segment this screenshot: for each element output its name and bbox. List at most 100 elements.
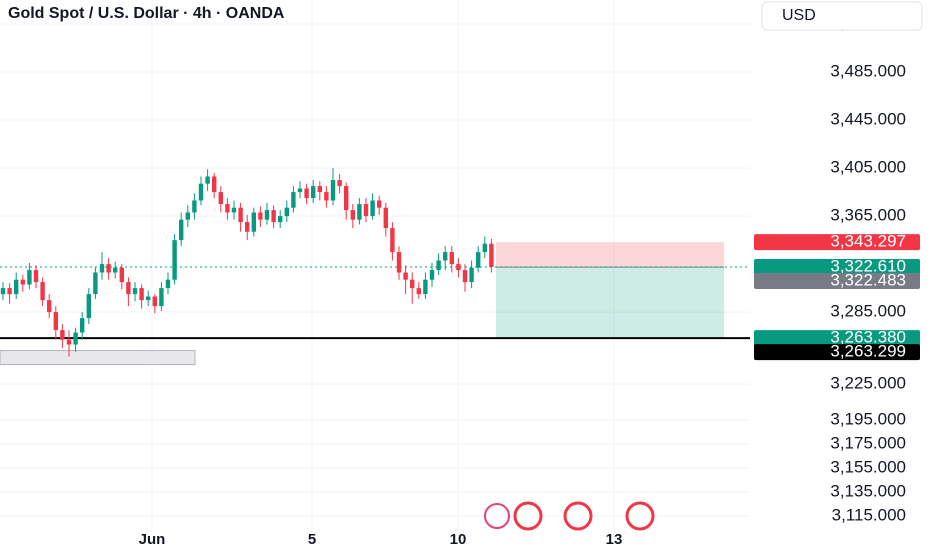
candle-body	[40, 282, 45, 301]
event-icon[interactable]	[563, 501, 593, 531]
y-tick-label: 3,285.000	[830, 302, 906, 321]
y-tick-label: 3,485.000	[830, 62, 906, 81]
candle-body	[278, 216, 283, 223]
candle-body	[185, 212, 190, 220]
price-label-box	[754, 330, 920, 347]
y-tick-label: 3,135.000	[830, 482, 906, 501]
price-label-box	[754, 258, 920, 275]
candle-body	[443, 252, 448, 261]
y-tick-label: 3,445.000	[830, 110, 906, 129]
candle-body	[403, 272, 408, 280]
price-label: 3,343.297	[830, 232, 906, 251]
candle-body	[245, 222, 250, 232]
candle-body	[317, 186, 322, 193]
event-icons[interactable]	[484, 501, 655, 531]
candle-body	[311, 186, 316, 199]
candle-body	[172, 240, 177, 280]
candle-body	[192, 200, 197, 213]
chart-title: Gold Spot / U.S. Dollar · 4h · OANDA	[8, 5, 285, 22]
candle-body	[324, 192, 329, 201]
event-icon[interactable]	[625, 501, 655, 531]
event-icon[interactable]	[484, 503, 510, 529]
candle-body	[476, 252, 481, 268]
candle-body	[27, 270, 32, 285]
candle-body	[152, 296, 157, 307]
candle-body	[390, 228, 395, 253]
y-tick-label: 3,405.000	[830, 158, 906, 177]
candle-body	[93, 272, 98, 295]
candle-body	[489, 243, 494, 267]
currency-label[interactable]: USD	[782, 7, 816, 24]
candle-body	[429, 270, 435, 280]
candle-body	[456, 264, 461, 271]
candle-body	[7, 288, 12, 295]
candle-body	[377, 200, 382, 208]
y-tick-label: 3,225.000	[830, 374, 906, 393]
candle-body	[251, 212, 256, 232]
candle-body	[462, 270, 468, 283]
candle-body	[212, 176, 217, 193]
candle-body	[357, 204, 362, 220]
candle-body	[14, 279, 19, 295]
candle-body	[304, 188, 309, 199]
y-tick-label: 3,155.000	[830, 458, 906, 477]
support-zone	[0, 350, 196, 366]
candle-body	[350, 210, 355, 220]
candle-body	[86, 294, 91, 319]
target-zone	[496, 266, 724, 339]
price-label: 3,263.380	[830, 328, 906, 347]
candle-body	[99, 264, 105, 273]
candle-body	[146, 296, 151, 301]
candle-body	[363, 204, 369, 217]
price-label-box	[754, 272, 920, 289]
candle-body	[291, 192, 296, 208]
price-label: 3,322.483	[830, 270, 906, 289]
candle-body	[225, 204, 230, 213]
candle-body	[20, 279, 25, 285]
price-label-box	[754, 344, 920, 361]
candle-body	[264, 210, 270, 220]
candle-body	[60, 330, 65, 340]
candle-body	[205, 176, 210, 184]
x-tick-label: Jun	[139, 531, 166, 548]
candle-body	[139, 288, 144, 301]
candle-body	[370, 200, 375, 217]
x-tick-label: 10	[450, 531, 467, 548]
candle-body	[482, 243, 487, 253]
candle-body	[119, 267, 124, 283]
candle-body	[179, 219, 184, 241]
candle-body	[449, 252, 454, 265]
price-label-box	[754, 234, 920, 251]
candle-body	[297, 188, 303, 193]
event-icon[interactable]	[513, 501, 543, 531]
candle-body	[258, 212, 263, 220]
candle-body	[231, 207, 237, 213]
candle-body	[198, 183, 204, 201]
candle-body	[410, 279, 415, 289]
candle-body	[73, 332, 78, 345]
candle-body	[396, 252, 402, 273]
price-label: 3,322.610	[830, 256, 906, 275]
y-tick-label: 3,115.000	[832, 506, 906, 525]
currency-button[interactable]	[761, 1, 923, 31]
candle-body	[469, 267, 474, 283]
candle-body	[383, 207, 388, 229]
y-tick-label: 3,365.000	[830, 206, 906, 225]
y-tick-label: 3,195.000	[830, 410, 906, 429]
candle-body	[165, 279, 171, 289]
candle-body	[0, 288, 6, 295]
candle-body	[113, 267, 118, 273]
candle-body	[53, 312, 58, 331]
candle-body	[284, 207, 289, 217]
candle-body	[337, 180, 342, 187]
x-tick-label: 13	[606, 531, 623, 548]
candle-body	[159, 288, 164, 307]
price-label: 3,263.299	[830, 342, 906, 361]
x-tick-label: 5	[308, 531, 316, 548]
y-tick-label: 3,175.000	[830, 434, 906, 453]
candle-body	[218, 192, 223, 205]
candle-body	[126, 282, 131, 295]
candle-body	[416, 288, 421, 295]
candle-body	[80, 318, 85, 333]
